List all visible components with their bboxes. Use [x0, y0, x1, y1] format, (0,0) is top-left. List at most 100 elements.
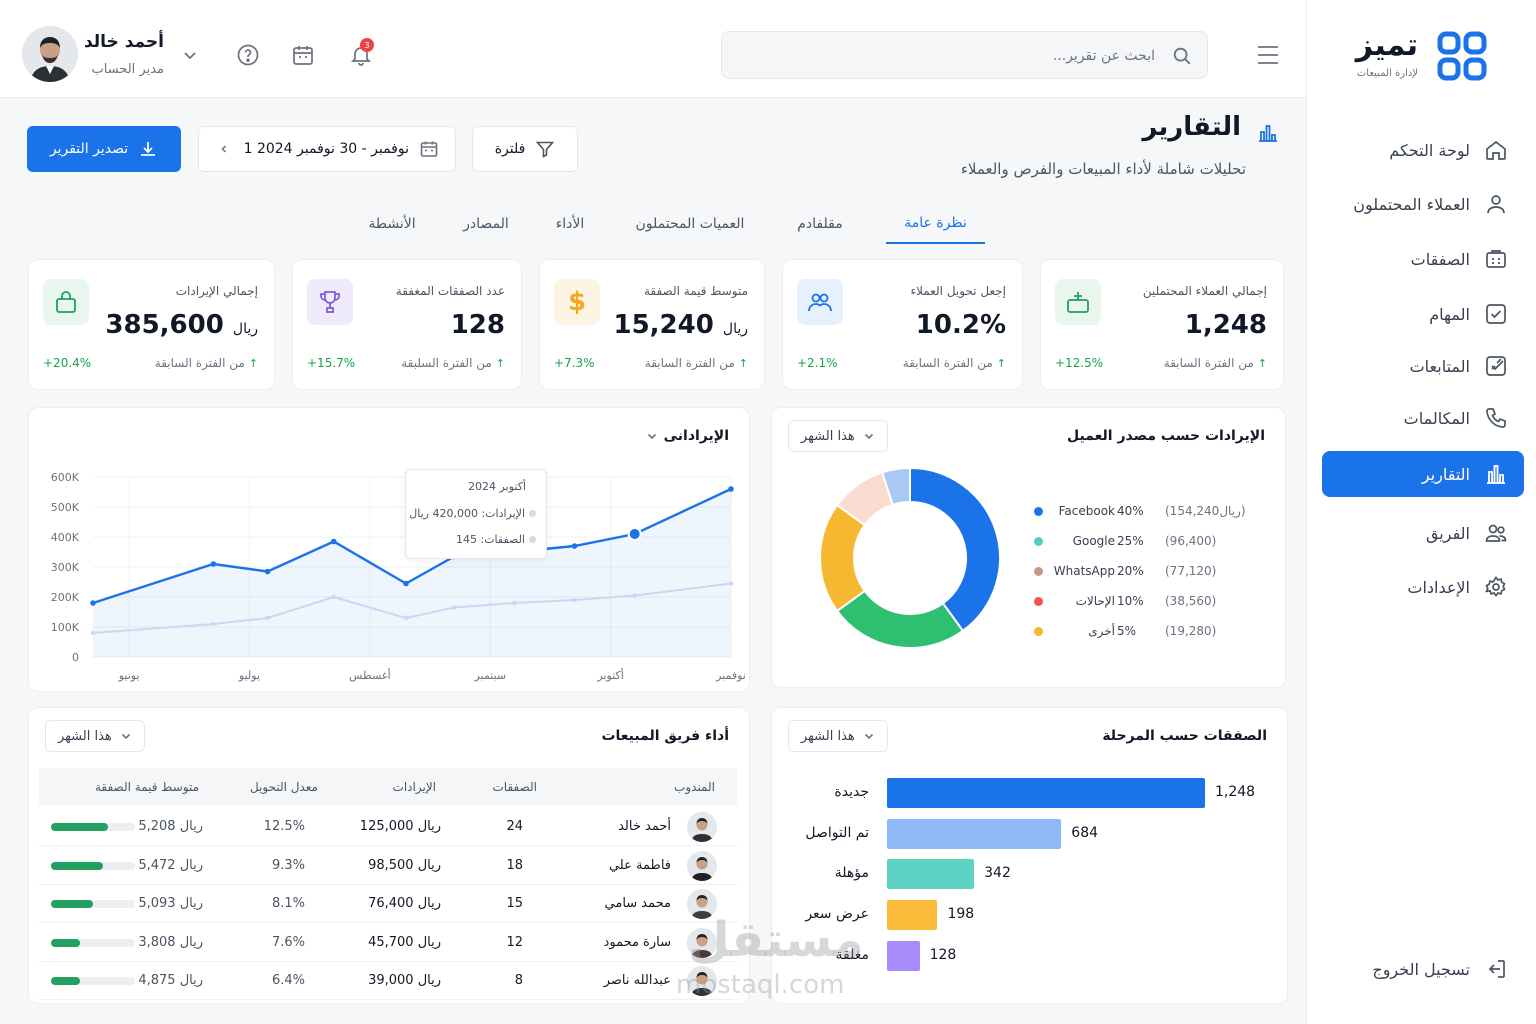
sidebar-item-label: الصفقات [1410, 249, 1470, 269]
deals-point [632, 593, 637, 598]
tab-sources[interactable]: المصادر [463, 216, 509, 232]
rep-name: محمد سامي [604, 896, 671, 911]
chevron-down-icon[interactable] [182, 47, 198, 63]
sidebar-item-leads[interactable]: العملاء المحتملون [1322, 181, 1524, 227]
table-row[interactable]: محمد سامي 15 76,400 ريال 8.1% 5,093 ريال [39, 885, 737, 923]
donut-slice[interactable] [909, 466, 1001, 633]
download-icon [138, 139, 158, 159]
table-row[interactable]: عبدالله ناصر 8 39,000 ريال 6.4% 4,875 ريال [39, 962, 737, 1000]
sidebar-item-reports[interactable]: التقارير [1322, 451, 1524, 497]
stage-value: 342 [984, 865, 1011, 882]
stage-value: 684 [1071, 824, 1099, 841]
progress-bar [51, 938, 135, 947]
period-dropdown[interactable]: هذا الشهر [45, 720, 145, 752]
stage-bar[interactable] [887, 900, 938, 931]
tab-performance[interactable]: الأداء [555, 216, 585, 232]
kpi-icon-box: $ [554, 279, 600, 325]
stage-bar[interactable] [887, 940, 920, 971]
sidebar-item-team[interactable]: الفريق [1322, 510, 1524, 556]
filter-button[interactable]: فلترة [472, 126, 578, 172]
legend-dot [1034, 597, 1043, 606]
source-donut-chart [819, 466, 1001, 649]
sidebar: تميز لإدارة المبيعات لوحة التحكم العملاء… [1306, 0, 1536, 1024]
kpi-period: ↑ من الفترة السابقة [644, 356, 748, 370]
progress-fill [51, 861, 104, 870]
progress-fill [51, 977, 81, 985]
donut-slice[interactable] [880, 466, 911, 507]
sidebar-item-deals[interactable]: الصفقات [1322, 236, 1524, 282]
kpi-icon-box [797, 279, 843, 325]
chart-tooltip: أكتوبر 2024 الإيرادات: 420,000 ريال الصف… [405, 469, 547, 559]
help-icon[interactable] [235, 42, 261, 68]
kpi-change: +20.4% [43, 356, 92, 370]
x-tick-label: نوفمبر [715, 669, 746, 682]
sidebar-item-followups[interactable]: المتابعات [1322, 343, 1524, 389]
tooltip-deals: الصفقات: 145 [456, 533, 536, 546]
legend-dot [1034, 507, 1043, 516]
deals-point [403, 615, 409, 621]
sidebar-item-dashboard[interactable]: لوحة التحكم [1322, 127, 1524, 173]
stage-label: جديدة [834, 784, 869, 800]
revenue-chart-title[interactable]: الإيرادانى [646, 428, 729, 444]
logout-button[interactable]: تسجيل الخروج [1322, 946, 1524, 992]
table-row[interactable]: أحمد خالد 24 125,000 ريال 12.5% 5,208 ريال [39, 808, 737, 846]
sidebar-item-label: المهام [1429, 304, 1470, 324]
sales-team-panel: أداء فريق المبيعات هذا الشهر المندوب الص… [28, 707, 750, 1004]
table-row[interactable]: سارة محمود 12 45,700 ريال 7.6% 3,808 ريال [39, 924, 737, 962]
rep-deals: 12 [506, 934, 523, 950]
search-input[interactable] [775, 44, 1155, 68]
rep-name: عبدالله ناصر [603, 973, 671, 988]
date-range-picker[interactable]: 1 نوفمبر - 30 نوفمبر 2024 [198, 126, 456, 172]
tab-activities[interactable]: الأنشطة [368, 216, 416, 232]
rep-avg-deal: 5,093 ريال [138, 896, 203, 911]
calendar-icon [419, 139, 439, 159]
chevron-down-icon [863, 730, 875, 742]
y-tick-label: 200K [51, 591, 80, 604]
period-dropdown[interactable]: هذا الشهر [788, 420, 888, 452]
stage-bar[interactable] [887, 778, 1205, 808]
period-dropdown[interactable]: هذا الشهر [788, 720, 888, 752]
kpi-icon-box [307, 279, 353, 325]
calendar-icon[interactable] [290, 42, 316, 68]
legend-dot [1034, 537, 1043, 546]
revenue-point [403, 580, 409, 587]
sidebar-item-calls[interactable]: المكالمات [1322, 395, 1524, 441]
sidebar-item-label: العملاء المحتملون [1353, 194, 1470, 214]
kpi-change: +12.5% [1055, 356, 1104, 370]
kpi-icon-box [1055, 279, 1101, 325]
tab-opportunities[interactable]: العميات المحتملون [635, 216, 745, 232]
stage-value: 128 [929, 946, 957, 963]
revenue-point [728, 486, 734, 492]
menu-icon[interactable] [1256, 44, 1280, 66]
bar-chart-icon [1484, 462, 1508, 486]
deals-point [572, 597, 577, 603]
kpi-title: إجمالي العملاء المحتملين [1142, 284, 1267, 298]
kpi-value: 10.2% [915, 310, 1006, 340]
brand-name: تميز [1355, 28, 1418, 63]
legend-dot [1034, 627, 1043, 636]
rep-deals: 18 [506, 857, 523, 873]
y-tick-label: 400K [51, 531, 80, 544]
stage-bar[interactable] [887, 859, 975, 890]
y-tick-label: 0 [72, 651, 79, 664]
table-row[interactable]: فاطمة علي 18 98,500 ريال 9.3% 5,472 ريال [39, 847, 737, 885]
report-chart-icon [1256, 120, 1280, 144]
avatar[interactable] [22, 26, 78, 82]
tab-comparison[interactable]: مقلفادم [797, 216, 843, 232]
kpi-period: ↑ من الفترة السابقة [1163, 356, 1267, 370]
search-icon [1171, 45, 1193, 67]
user-name[interactable]: أحمد خالد [83, 32, 164, 52]
donut-slice[interactable] [835, 589, 965, 649]
tab-overview[interactable]: نظرة عامة [886, 204, 985, 244]
x-tick-label: يوليو [238, 669, 260, 682]
kpi-title: متوسط قيمة الصفقة [643, 284, 748, 298]
kpi-title: عدد الصفقات المغفقة [395, 284, 505, 298]
export-report-button[interactable]: تصدير التقرير [27, 126, 181, 172]
progress-fill [51, 823, 109, 831]
progress-fill [51, 938, 81, 947]
stage-bar[interactable] [887, 818, 1062, 849]
sidebar-item-tasks[interactable]: المهام [1322, 291, 1524, 337]
rep-revenue: 39,000 ريال [368, 973, 441, 988]
rep-conversion: 12.5% [263, 819, 305, 834]
sidebar-item-settings[interactable]: الإعدادات [1322, 564, 1524, 610]
